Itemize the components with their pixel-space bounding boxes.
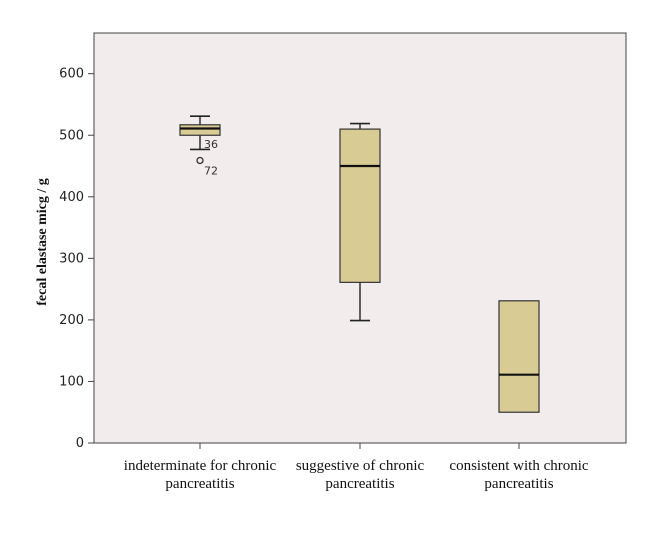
x-axis: indeterminate for chronic pancreatitis sug… <box>124 443 589 492</box>
y-tick-label: 100 <box>59 374 84 389</box>
box <box>498 300 540 413</box>
box <box>179 124 221 136</box>
y-tick-label: 500 <box>59 128 84 143</box>
y-tick-label: 300 <box>59 251 84 266</box>
box-group <box>339 122 381 322</box>
y-tick-label: 600 <box>59 67 84 82</box>
y-tick-label: 0 <box>76 436 84 451</box>
x-category-label: pancreatitis <box>165 476 234 492</box>
y-tick-label: 400 <box>59 190 84 205</box>
y-axis: 0 100 200 300 400 500 600 <box>59 67 94 451</box>
boxes: 36 72 <box>179 115 540 413</box>
outlier-point <box>196 156 204 165</box>
x-category-label: pancreatitis <box>325 476 394 492</box>
outlier-label: 72 <box>204 164 218 177</box>
y-axis-label: fecal elastase micg / g <box>35 178 50 306</box>
x-category-label: pancreatitis <box>484 476 553 492</box>
outlier-label: 36 <box>204 138 218 151</box>
x-category-label: indeterminate for chronic <box>124 458 277 474</box>
x-category-label: consistent with chronic <box>449 458 588 474</box>
y-tick-label: 200 <box>59 313 84 328</box>
box-group: 36 72 <box>179 115 221 177</box>
x-category-label: suggestive of chronic <box>296 458 425 474</box>
box <box>339 128 381 283</box>
box-group <box>498 300 540 413</box>
